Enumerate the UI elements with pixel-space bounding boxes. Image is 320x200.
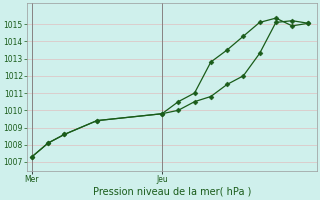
X-axis label: Pression niveau de la mer( hPa ): Pression niveau de la mer( hPa ) — [92, 187, 251, 197]
